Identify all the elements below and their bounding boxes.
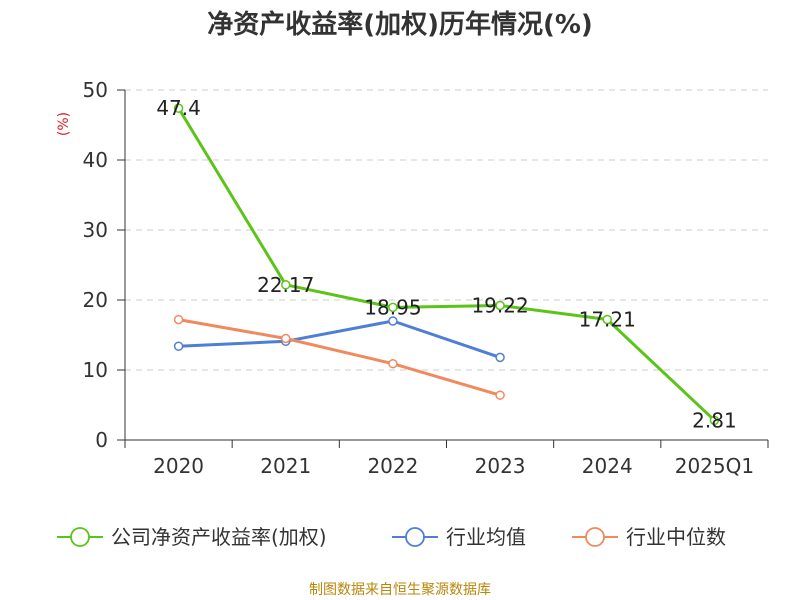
x-tick-label: 2020 — [153, 454, 204, 478]
axes — [117, 89, 769, 448]
y-tick-label: 40 — [83, 148, 108, 172]
data-label: 19.22 — [471, 293, 528, 317]
y-axis-label: (%) — [56, 112, 72, 136]
series-point — [495, 352, 505, 363]
legend-marker — [70, 527, 90, 547]
legend-item[interactable]: 行业中位数 — [572, 525, 726, 549]
series-point — [602, 314, 612, 325]
x-tick-label: 2025Q1 — [675, 454, 754, 478]
series-point — [709, 415, 720, 426]
y-tick-label: 50 — [83, 78, 108, 102]
data-label: 18.95 — [364, 295, 421, 319]
x-tick-label: 2024 — [582, 454, 633, 478]
series-point — [388, 316, 398, 326]
y-tick-label: 0 — [95, 428, 108, 452]
data-label: 22.17 — [257, 273, 314, 297]
series-line — [177, 107, 716, 422]
series-point — [173, 103, 184, 113]
series-point — [495, 300, 505, 311]
data-label: 2.81 — [692, 408, 737, 432]
data-labels: 47.4 22.17 18.95 19.22 17.21 2.81 — [156, 96, 736, 432]
tick-labels: 0 10 20 30 40 50 2020 2021 2022 2023 2024 2025Q1 — [83, 78, 755, 478]
x-tick-label: 2023 — [475, 454, 526, 478]
series-line — [178, 319, 501, 359]
data-label: 17.21 — [579, 308, 636, 332]
series-line — [178, 318, 501, 397]
chart-title: 净资产收益率(加权)历年情况(%) — [207, 9, 593, 40]
series-point — [173, 341, 184, 351]
legend[interactable]: 公司净资产收益率(加权) 行业均值 行业中位数 — [57, 525, 726, 549]
series-layer — [173, 103, 720, 426]
series-point — [388, 358, 398, 369]
series-point — [495, 390, 505, 400]
legend-marker — [405, 527, 425, 547]
series-point — [281, 280, 291, 290]
legend-item[interactable]: 公司净资产收益率(加权) — [57, 525, 327, 549]
x-tick-label: 2021 — [260, 454, 311, 478]
data-label: 47.4 — [156, 96, 201, 120]
y-tick-label: 30 — [83, 218, 108, 242]
y-tick-label: 10 — [83, 358, 108, 382]
legend-label: 行业中位数 — [626, 525, 726, 549]
series-point — [388, 302, 398, 313]
grid-lines — [125, 89, 768, 371]
legend-marker — [585, 527, 605, 547]
series-point — [281, 333, 291, 344]
legend-item[interactable]: 行业均值 — [392, 525, 526, 549]
y-tick-label: 20 — [83, 288, 108, 312]
source-note: 制图数据来自恒生聚源数据库 — [309, 582, 491, 598]
legend-label: 行业均值 — [446, 525, 526, 549]
series-point — [173, 314, 184, 325]
legend-label: 公司净资产收益率(加权) — [111, 525, 327, 549]
x-tick-label: 2022 — [367, 454, 418, 478]
